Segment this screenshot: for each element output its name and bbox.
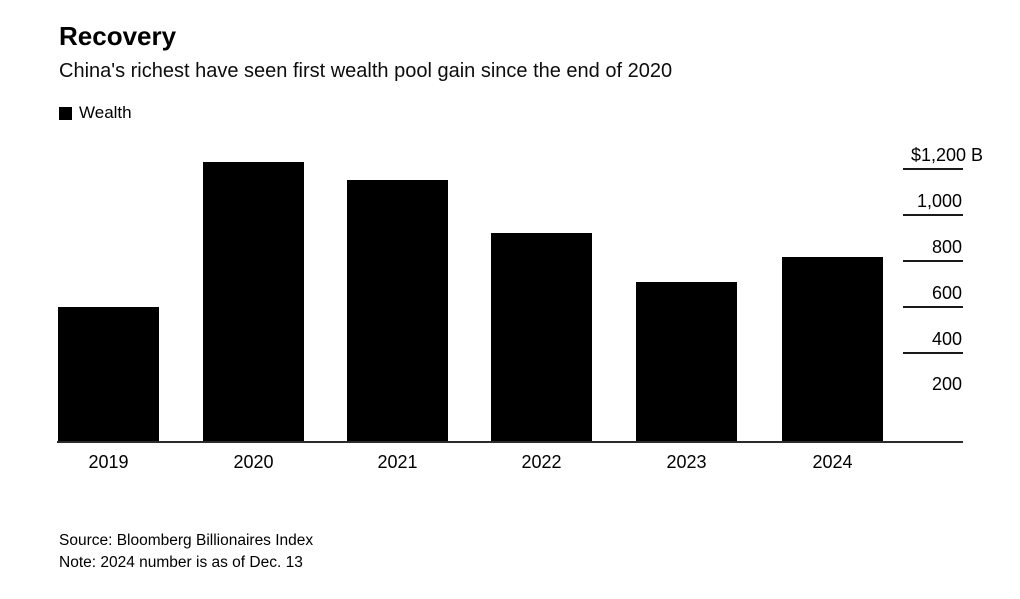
x-label-2023: 2023 [666,452,707,472]
x-label-2024: 2024 [812,452,853,472]
footer: Source: Bloomberg Billionaires Index Not… [59,530,313,574]
y-tick-line-1200 [903,168,963,170]
x-label-2020: 2020 [233,452,274,472]
y-axis-label-200: 200 [931,374,962,394]
y-axis-label-600: 600 [931,283,962,303]
x-label-2022: 2022 [521,452,562,472]
x-axis-line [57,441,963,443]
y-axis-label-400: 400 [931,329,962,349]
legend: Wealth [59,103,132,123]
legend-swatch-icon [59,106,72,120]
y-tick-line-400 [903,352,963,354]
bar-2021 [347,180,448,442]
x-label-2019: 2019 [88,452,129,472]
x-label-2021: 2021 [377,452,418,472]
chart-title: Recovery [59,21,177,51]
bar-2020 [203,162,304,442]
note-text: Note: 2024 number is as of Dec. 13 [59,554,303,571]
bar-2023 [636,282,737,442]
y-axis-label-800: 800 [931,237,962,257]
chart-subtitle: China's richest have seen first wealth p… [59,60,673,82]
source-text: Source: Bloomberg Billionaires Index [59,532,314,549]
bar-2019 [58,307,159,442]
legend-label: Wealth [79,103,132,122]
y-axis-label-1200: $1,200 B [910,145,983,165]
y-tick-line-600 [903,306,963,308]
y-axis-label-1000: 1,000 [916,191,962,211]
y-tick-line-800 [903,260,963,262]
bar-2022 [491,232,592,442]
y-tick-line-1000 [903,214,963,216]
bar-2024 [782,256,883,442]
